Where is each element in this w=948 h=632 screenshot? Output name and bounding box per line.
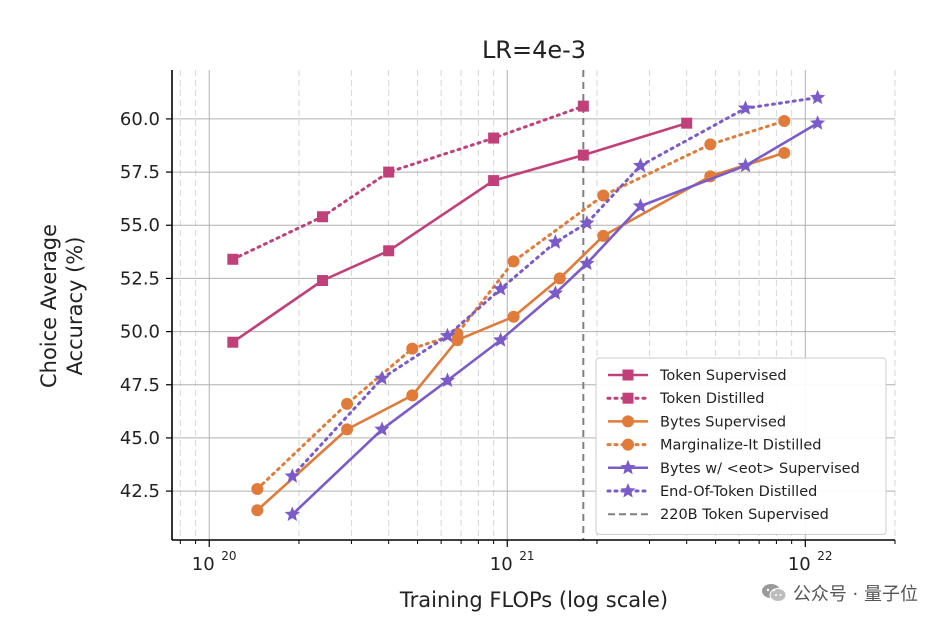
data-point	[553, 272, 566, 285]
data-point	[317, 275, 329, 287]
data-point	[579, 255, 595, 270]
data-point	[597, 229, 610, 242]
series-line	[231, 104, 585, 261]
data-point	[439, 327, 456, 343]
data-point	[704, 138, 717, 151]
data-point	[439, 372, 456, 387]
data-point	[681, 117, 693, 129]
data-point	[488, 175, 500, 187]
data-point	[284, 468, 300, 483]
legend-label: End-Of-Token Distilled	[660, 484, 817, 500]
legend-item: Token Supervised	[608, 368, 787, 384]
legend: Token Supervised Token Distilled Bytes Sup…	[595, 357, 887, 535]
series-line	[290, 96, 820, 478]
legend-item: Bytes Supervised	[608, 414, 786, 430]
series-layer	[227, 89, 826, 521]
data-point	[493, 332, 509, 347]
axes-layer: 42.5 45.0 47.5 50.0 52.5 55.0 57.5 60.0 10 20 10 21…	[120, 70, 896, 575]
legend-item: 220B Token Supervised	[608, 507, 829, 523]
data-point	[778, 146, 791, 159]
wechat-icon	[761, 584, 787, 602]
legend-label: Marginalize-It Distilled	[660, 438, 821, 454]
y-tick-label: 42.5	[120, 481, 160, 502]
data-point	[341, 397, 354, 410]
series-0	[227, 117, 693, 348]
data-point	[810, 89, 826, 105]
data-point	[547, 234, 563, 249]
legend-item: Bytes w/ <eot> Supervised	[608, 459, 860, 477]
legend-label: Token Supervised	[659, 368, 787, 384]
data-point	[778, 115, 791, 128]
series-2	[251, 146, 791, 517]
y-tick-label: 57.5	[120, 162, 160, 183]
x-axis-label: Training FLOPs (log scale)	[399, 588, 668, 612]
data-point	[284, 506, 300, 521]
data-point	[507, 255, 520, 268]
series-5	[284, 89, 826, 483]
series-line	[255, 119, 786, 491]
data-point	[227, 336, 239, 348]
legend-label: Token Distilled	[659, 391, 765, 407]
y-axis-label-line2: Accuracy (%)	[63, 237, 87, 376]
data-point	[251, 504, 264, 517]
data-point	[632, 198, 649, 213]
x-tick-label: 10	[192, 554, 215, 575]
data-point	[737, 100, 754, 115]
data-point	[383, 245, 395, 257]
legend-swatch-marker	[622, 392, 634, 404]
data-point	[597, 189, 610, 202]
data-point	[579, 215, 595, 230]
data-point	[632, 157, 649, 173]
data-point	[374, 370, 390, 385]
data-point	[737, 157, 754, 173]
y-axis-label-line1: Choice Average	[37, 224, 61, 388]
series-line	[232, 121, 688, 344]
data-point	[507, 310, 520, 323]
data-point	[488, 132, 500, 144]
y-tick-label: 60.0	[120, 109, 160, 130]
data-point	[493, 281, 509, 296]
data-point	[251, 482, 264, 495]
legend-label: Bytes Supervised	[660, 414, 786, 430]
y-tick-label: 52.5	[120, 268, 160, 289]
legend-swatch-marker	[622, 438, 634, 451]
data-point	[547, 285, 563, 300]
watermark: 公众号 · 量子位	[761, 580, 918, 606]
legend-item: Marginalize-It Distilled	[606, 438, 821, 454]
series-1	[227, 100, 589, 265]
series-4	[284, 115, 826, 521]
data-point	[374, 421, 390, 436]
legend-item: End-Of-Token Distilled	[606, 483, 817, 500]
data-point	[577, 149, 589, 161]
chart-title: LR=4e-3	[482, 36, 586, 64]
watermark-text: 公众号 · 量子位	[792, 584, 918, 605]
x-tick-label: 10	[490, 554, 513, 575]
data-point	[383, 166, 395, 178]
legend-swatch-marker	[620, 459, 636, 475]
series-3	[251, 115, 791, 495]
data-point	[227, 253, 239, 265]
legend-label: Bytes w/ <eot> Supervised	[660, 461, 860, 477]
data-point	[406, 342, 419, 355]
x-tick-exponent: 20	[221, 549, 236, 563]
x-tick-exponent: 22	[817, 549, 832, 563]
legend-swatch-marker	[622, 369, 634, 381]
data-point	[317, 211, 329, 223]
data-point	[810, 115, 826, 130]
y-tick-label: 50.0	[120, 322, 160, 343]
data-point	[577, 100, 589, 112]
legend-item: Token Distilled	[606, 391, 765, 407]
y-tick-label: 55.0	[120, 215, 160, 236]
legend-label: 220B Token Supervised	[660, 507, 829, 523]
legend-box	[595, 357, 887, 535]
data-point	[341, 423, 354, 436]
y-tick-label: 45.0	[120, 428, 160, 449]
data-point	[406, 389, 419, 402]
y-tick-label: 47.5	[120, 375, 160, 396]
legend-swatch-marker	[620, 483, 636, 498]
x-tick-exponent: 21	[519, 549, 534, 563]
x-tick-label: 10	[788, 554, 811, 575]
legend-swatch-marker	[622, 415, 634, 428]
